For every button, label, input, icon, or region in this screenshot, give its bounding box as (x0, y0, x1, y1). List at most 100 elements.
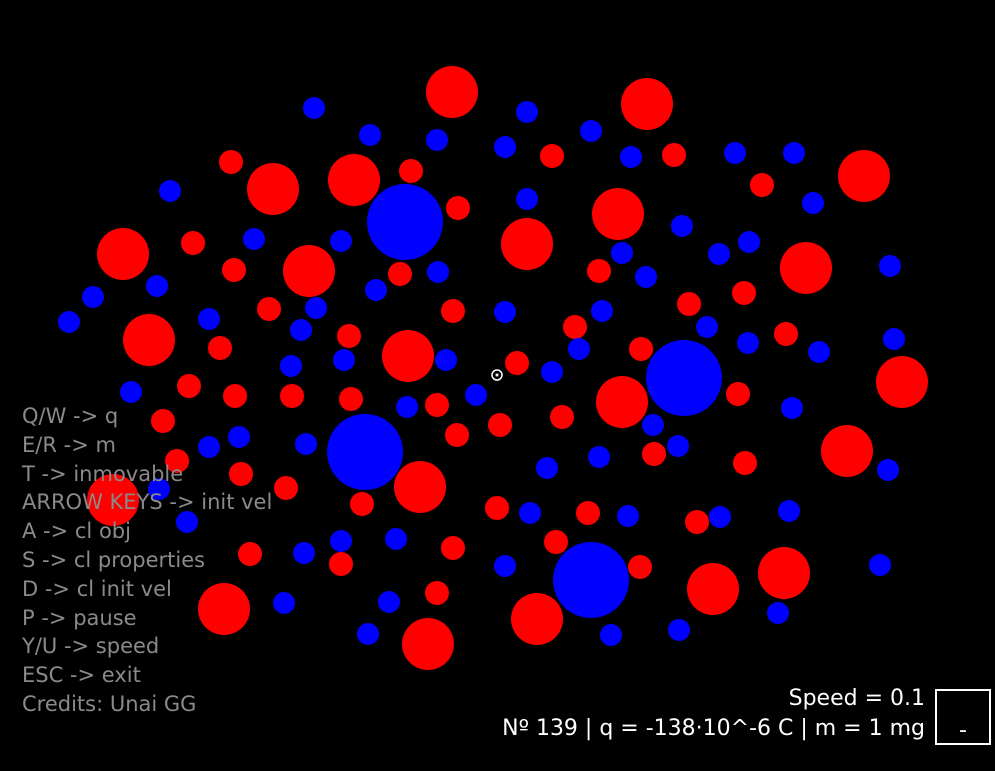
negative-particle (293, 542, 315, 564)
negative-particle (667, 435, 689, 457)
positive-particle (511, 593, 563, 645)
simulation-canvas[interactable] (0, 0, 995, 748)
positive-particle (445, 423, 469, 447)
negative-particle (737, 332, 759, 354)
help-line: E/R -> m (22, 432, 116, 457)
negative-particle (519, 502, 541, 524)
positive-particle (208, 336, 232, 360)
positive-particle (732, 281, 756, 305)
positive-particle (329, 552, 353, 576)
negative-particle (541, 361, 563, 383)
positive-particle (399, 159, 423, 183)
negative-particle (359, 124, 381, 146)
positive-particle (563, 315, 587, 339)
negative-particle (738, 231, 760, 253)
negative-particle (198, 436, 220, 458)
negative-particle (148, 478, 170, 500)
help-line: Q/W -> q (22, 404, 119, 428)
positive-particle (350, 492, 374, 516)
positive-particle (426, 66, 478, 118)
positive-particle (501, 218, 553, 270)
positive-particle (576, 501, 600, 525)
negative-particle (600, 624, 622, 646)
negative-particle (696, 316, 718, 338)
positive-particle (181, 231, 205, 255)
negative-particle (120, 381, 142, 403)
positive-particle (238, 542, 262, 566)
negative-particle (290, 319, 312, 341)
positive-particle (388, 262, 412, 286)
negative-particle (708, 243, 730, 265)
negative-particle (82, 286, 104, 308)
negative-particle (228, 426, 250, 448)
negative-particle (303, 97, 325, 119)
negative-particle (620, 146, 642, 168)
positive-particle (223, 384, 247, 408)
negative-particle (494, 555, 516, 577)
positive-particle (544, 530, 568, 554)
positive-particle (733, 451, 757, 475)
negative-particle (273, 592, 295, 614)
negative-particle (333, 349, 355, 371)
negative-particle (767, 602, 789, 624)
positive-particle (687, 563, 739, 615)
negative-particle (396, 396, 418, 418)
positive-particle (758, 547, 810, 599)
negative-particle (668, 619, 690, 641)
positive-particle (257, 297, 281, 321)
positive-particle (629, 337, 653, 361)
positive-particle (425, 393, 449, 417)
negative-particle (808, 341, 830, 363)
negative-particle (330, 530, 352, 552)
positive-particle (280, 384, 304, 408)
negative-particle (58, 311, 80, 333)
positive-particle (780, 242, 832, 294)
negative-particle (385, 528, 407, 550)
selected-particle-status: Nº 139 | q = -138·10^-6 C | m = 1 mg (502, 716, 925, 741)
negative-particle (778, 500, 800, 522)
positive-particle (677, 292, 701, 316)
positive-particle (229, 462, 253, 486)
positive-particle (247, 163, 299, 215)
positive-particle (596, 376, 648, 428)
negative-particle (176, 511, 198, 533)
negative-particle (617, 505, 639, 527)
negative-particle (198, 308, 220, 330)
positive-particle (283, 245, 335, 297)
positive-particle (838, 150, 890, 202)
positive-particle (87, 474, 139, 526)
positive-particle (587, 259, 611, 283)
positive-particle (821, 425, 873, 477)
negative-particle (709, 506, 731, 528)
help-line: ESC -> exit (22, 663, 141, 688)
help-line: T -> inmovable (22, 461, 184, 486)
negative-particle (435, 349, 457, 371)
negative-particle (516, 101, 538, 123)
help-line: A -> cl obj (22, 519, 131, 544)
negative-particle (516, 188, 538, 210)
positive-particle (441, 299, 465, 323)
positive-particle (621, 78, 673, 130)
positive-particle (540, 144, 564, 168)
negative-particle (591, 300, 613, 322)
negative-particle (327, 414, 403, 490)
help-line: D -> cl init vel (22, 576, 172, 601)
positive-particle (337, 324, 361, 348)
negative-particle (724, 142, 746, 164)
negative-particle (879, 255, 901, 277)
positive-particle (441, 536, 465, 560)
credits: Credits: Unai GG (22, 691, 197, 716)
positive-particle (402, 618, 454, 670)
negative-particle (330, 230, 352, 252)
help-line: ARROW KEYS -> init vel (22, 490, 273, 515)
help-line: P -> pause (22, 605, 137, 630)
positive-particle (505, 351, 529, 375)
negative-particle (783, 142, 805, 164)
positive-particle (726, 382, 750, 406)
negative-particle (367, 184, 443, 260)
positive-particle (642, 442, 666, 466)
positive-particle (685, 510, 709, 534)
negative-particle (494, 301, 516, 323)
negative-particle (802, 192, 824, 214)
positive-particle (425, 581, 449, 605)
